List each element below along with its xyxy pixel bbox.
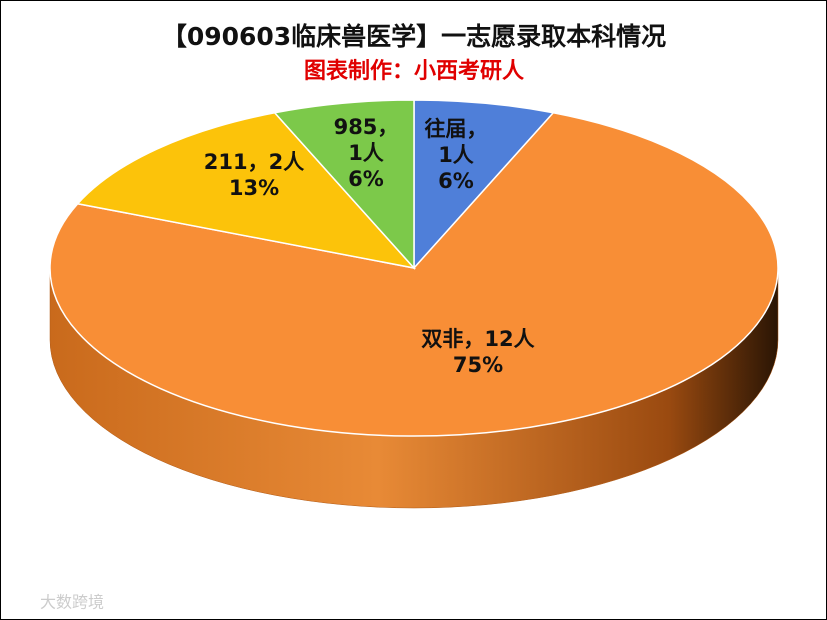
- watermark: 大数跨境: [40, 593, 104, 612]
- data-label: 985， 1人 6%: [334, 115, 399, 191]
- label-category: 双非: [421, 327, 463, 351]
- data-label: 211，2人 13%: [204, 150, 304, 200]
- data-label: 双非，12人 75%: [421, 327, 534, 377]
- label-count: 2人: [269, 150, 305, 174]
- slice: [76, 111, 417, 270]
- slice: [49, 111, 779, 437]
- chart-title: 【090603临床兽医学】一志愿录取本科情况: [162, 22, 666, 51]
- label-percent: 6%: [438, 169, 474, 193]
- label-separator: ，: [248, 150, 269, 174]
- label-percent: 6%: [348, 167, 384, 191]
- label-category: 往届: [425, 117, 467, 141]
- label-count: 1人: [348, 141, 384, 165]
- chart-subtitle: 图表制作：小西考研人: [304, 59, 524, 84]
- label-separator: ，: [463, 327, 484, 351]
- label-category: 211: [204, 150, 248, 174]
- label-separator: ，: [377, 115, 398, 139]
- label-count: 1人: [438, 143, 474, 167]
- slice: [273, 99, 415, 270]
- label-percent: 13%: [229, 176, 279, 200]
- label-category: 985: [334, 115, 378, 139]
- label-separator: ，: [467, 117, 488, 141]
- data-label: 往届， 1人 6%: [425, 117, 488, 193]
- slice: [413, 99, 555, 270]
- label-count: 12人: [484, 327, 534, 351]
- label-percent: 75%: [453, 353, 503, 377]
